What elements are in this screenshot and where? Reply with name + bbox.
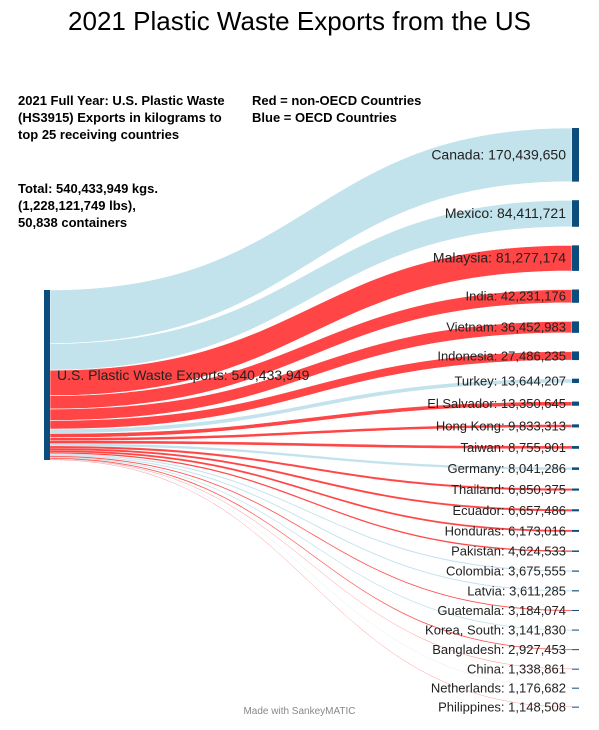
label-korea-south: Korea, South: 3,141,830 xyxy=(425,623,566,638)
label-taiwan: Taiwan: 8,755,901 xyxy=(460,440,566,455)
node-honduras xyxy=(572,529,579,532)
node-indonesia xyxy=(572,351,579,361)
node-germany xyxy=(572,467,579,470)
node-turkey xyxy=(572,378,579,383)
node-netherlands xyxy=(572,687,579,689)
label-el-salvador: El Salvador: 13,350,645 xyxy=(427,396,566,411)
label-guatemala: Guatemala: 3,184,074 xyxy=(437,603,566,618)
label-bangladesh: Bangladesh: 2,927,453 xyxy=(432,642,566,657)
label-germany: Germany: 8,041,286 xyxy=(447,461,566,476)
label-india: India: 42,231,176 xyxy=(466,289,566,304)
node-us-source xyxy=(44,290,50,460)
total-note: Total: 540,433,949 kgs. (1,228,121,749 l… xyxy=(18,180,228,231)
label-indonesia: Indonesia: 27,486,235 xyxy=(437,348,566,363)
color-legend: Red = non-OECD Countries Blue = OECD Cou… xyxy=(252,92,422,126)
node-philippines xyxy=(572,706,579,708)
node-india xyxy=(572,289,579,303)
label-hong-kong: Hong Kong: 9,833,313 xyxy=(436,418,566,433)
node-hong-kong xyxy=(572,424,579,428)
node-malaysia xyxy=(572,245,579,271)
total-line-containers: 50,838 containers xyxy=(18,215,128,230)
node-canada xyxy=(572,128,579,182)
chart-title: 2021 Plastic Waste Exports from the US xyxy=(68,6,531,36)
flow-guatemala xyxy=(49,455,573,612)
label-mexico: Mexico: 84,411,721 xyxy=(445,205,566,221)
node-vietnam xyxy=(572,321,579,333)
node-korea-south xyxy=(572,629,579,631)
label-latvia: Latvia: 3,611,285 xyxy=(467,583,566,598)
flow-canada xyxy=(49,127,573,344)
footer-credit: Made with SankeyMATIC xyxy=(243,706,356,717)
node-taiwan xyxy=(572,446,579,449)
total-line-kgs: Total: 540,433,949 kgs. xyxy=(18,181,158,196)
node-el-salvador xyxy=(572,401,579,406)
label-pakistan: Pakistan: 4,624,533 xyxy=(451,544,566,559)
label-philippines: Philippines: 1,148,508 xyxy=(438,699,566,714)
node-ecuador xyxy=(572,509,579,512)
label-ecuador: Ecuador: 6,657,486 xyxy=(453,503,566,518)
label-turkey: Turkey: 13,644,207 xyxy=(454,373,566,388)
flow-turkey xyxy=(49,378,573,434)
label-canada: Canada: 170,439,650 xyxy=(431,146,566,162)
node-bangladesh xyxy=(572,649,579,651)
label-netherlands: Netherlands: 1,176,682 xyxy=(431,680,566,695)
legend-blue: Blue = OECD Countries xyxy=(252,110,397,125)
total-line-lbs: (1,228,121,749 lbs), xyxy=(18,198,136,213)
sankey-labels: Canada: 170,439,650 Mexico: 84,411,721 Mal… xyxy=(57,146,566,714)
legend-red: Red = non-OECD Countries xyxy=(252,93,422,108)
node-china xyxy=(572,668,579,670)
sankey-nodes xyxy=(44,128,579,708)
flow-vietnam xyxy=(49,321,573,421)
node-thailand xyxy=(572,488,579,491)
description-note: 2021 Full Year: U.S. Plastic Waste (HS39… xyxy=(18,93,225,142)
label-us-source: U.S. Plastic Waste Exports: 540,433,949 xyxy=(57,367,310,383)
sankey-links xyxy=(49,127,573,708)
node-latvia xyxy=(572,590,579,592)
label-china: China: 1,338,861 xyxy=(467,661,566,676)
flow-thailand xyxy=(49,445,573,491)
label-malaysia: Malaysia: 81,277,174 xyxy=(433,250,566,266)
node-mexico xyxy=(572,200,579,227)
node-guatemala xyxy=(572,609,579,611)
label-thailand: Thailand: 6,850,375 xyxy=(451,482,566,497)
label-colombia: Colombia: 3,675,555 xyxy=(446,564,566,579)
flow-honduras xyxy=(49,450,573,532)
label-honduras: Honduras: 6,173,016 xyxy=(445,523,566,538)
node-pakistan xyxy=(572,550,579,552)
flow-ecuador xyxy=(49,448,573,512)
node-colombia xyxy=(572,570,579,572)
label-vietnam: Vietnam: 36,452,983 xyxy=(446,320,566,335)
